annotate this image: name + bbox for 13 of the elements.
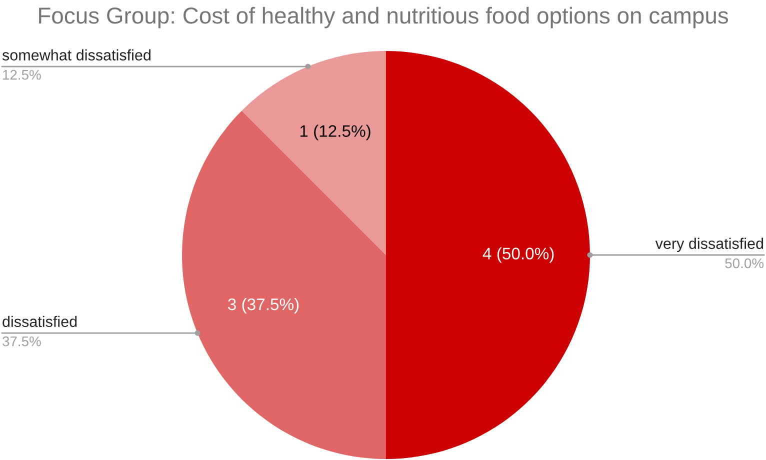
pie-slice: [182, 110, 386, 459]
slice-label: dissatisfied: [2, 316, 77, 328]
data-label: 3 (37.5%): [228, 298, 299, 314]
text: 50.0%: [725, 258, 764, 268]
pie-slice: [386, 51, 590, 459]
pie-slice: [242, 51, 386, 255]
slice-label: very dissatisfied: [655, 238, 764, 252]
text: 12.5%: [3, 70, 41, 80]
data-label: 1 (12.5%): [300, 124, 370, 140]
text: 37.5%: [2, 336, 41, 346]
chart-title: Focus Group: Cost of healthy and nutritious food options on campus: [39, 6, 728, 28]
slice-label: somewhat dissatisfied: [2, 49, 150, 61]
data-label: 4 (50.0%): [482, 247, 554, 263]
